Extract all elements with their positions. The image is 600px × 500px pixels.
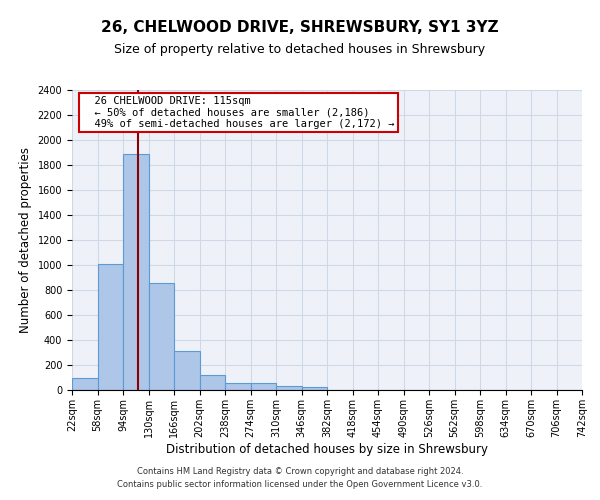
Text: Contains HM Land Registry data © Crown copyright and database right 2024.: Contains HM Land Registry data © Crown c… bbox=[137, 467, 463, 476]
Bar bbox=[251, 383, 276, 390]
Text: 26, CHELWOOD DRIVE, SHREWSBURY, SY1 3YZ: 26, CHELWOOD DRIVE, SHREWSBURY, SY1 3YZ bbox=[101, 20, 499, 35]
Y-axis label: Number of detached properties: Number of detached properties bbox=[19, 147, 32, 333]
Text: 26 CHELWOOD DRIVE: 115sqm
  ← 50% of detached houses are smaller (2,186)
  49% o: 26 CHELWOOD DRIVE: 115sqm ← 50% of detac… bbox=[82, 96, 395, 129]
Bar bbox=[123, 154, 149, 390]
Bar bbox=[174, 350, 199, 390]
Bar bbox=[97, 264, 123, 390]
Bar bbox=[199, 375, 225, 390]
Text: Contains public sector information licensed under the Open Government Licence v3: Contains public sector information licen… bbox=[118, 480, 482, 489]
Bar bbox=[225, 382, 251, 390]
Text: Size of property relative to detached houses in Shrewsbury: Size of property relative to detached ho… bbox=[115, 42, 485, 56]
Bar bbox=[276, 386, 302, 390]
X-axis label: Distribution of detached houses by size in Shrewsbury: Distribution of detached houses by size … bbox=[166, 442, 488, 456]
Bar bbox=[72, 378, 97, 390]
Bar bbox=[302, 387, 327, 390]
Bar bbox=[149, 282, 174, 390]
